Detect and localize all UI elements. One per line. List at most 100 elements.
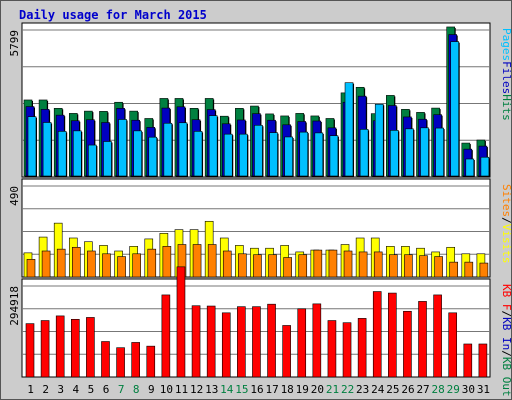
bar-pages-day-19: [299, 131, 309, 177]
bar-sites-day-26: [404, 254, 413, 278]
bar-kbf-day-10: [161, 294, 171, 378]
bar-pages-day-28: [435, 127, 444, 177]
bar-pages-day-11: [178, 122, 188, 177]
bar-kbf-day-21: [327, 320, 337, 378]
bar-sites-day-13: [207, 244, 217, 278]
bar-kbf-day-23: [357, 318, 367, 378]
bar-kbf-day-25: [388, 292, 397, 378]
day-label-21: 21: [326, 383, 339, 396]
bar-kbf-day-7: [116, 347, 125, 378]
day-label-4: 4: [73, 383, 80, 396]
bar-sites-day-24: [373, 251, 383, 278]
bar-sites-day-2: [41, 250, 51, 278]
bar-sites-day-20: [313, 249, 323, 278]
day-label-2: 2: [42, 383, 49, 396]
bar-pages-day-31: [480, 156, 490, 177]
bar-sites-day-29: [449, 261, 459, 278]
day-label-28: 28: [432, 383, 445, 396]
bar-sites-day-8: [132, 253, 141, 278]
day-label-24: 24: [371, 383, 385, 396]
bar-kbf-day-14: [221, 312, 231, 378]
day-label-25: 25: [386, 383, 399, 396]
legend-visits-sites: Sites/Visits: [500, 184, 512, 264]
bar-kbf-day-6: [101, 341, 110, 378]
day-label-20: 20: [311, 383, 324, 396]
bar-pages-day-20: [314, 132, 324, 177]
bar-pages-day-23: [359, 129, 369, 177]
day-label-31: 31: [477, 383, 490, 396]
bar-sites-day-14: [222, 250, 232, 278]
day-label-14: 14: [220, 383, 234, 396]
bar-kbf-day-18: [282, 325, 291, 378]
bar-pages-day-10: [163, 122, 173, 177]
bar-sites-day-5: [87, 250, 96, 278]
bar-kbf-day-29: [448, 312, 458, 378]
legend-entry: KB In: [500, 317, 512, 350]
bar-kbf-day-30: [463, 343, 473, 378]
legend-hits-files-pages: PagesFilesHits: [500, 28, 512, 121]
bar-pages-day-29: [450, 41, 460, 177]
bar-sites-day-16: [253, 254, 262, 278]
day-label-15: 15: [235, 383, 248, 396]
bar-kbf-day-11: [176, 266, 186, 378]
day-label-19: 19: [296, 383, 309, 396]
bar-pages-day-18: [284, 136, 293, 177]
bar-pages-day-25: [390, 130, 399, 177]
bar-pages-day-2: [42, 122, 52, 177]
bar-sites-day-17: [268, 254, 277, 278]
bar-pages-day-27: [420, 127, 429, 177]
bar-sites-day-21: [328, 249, 338, 278]
bar-sites-day-28: [434, 256, 443, 278]
bar-pages-day-15: [239, 133, 248, 177]
legend-entry: Hits: [500, 94, 512, 121]
bar-pages-day-3: [57, 131, 67, 177]
bar-kbf-day-12: [191, 305, 201, 378]
day-label-1: 1: [27, 383, 34, 396]
bar-pages-day-4: [72, 130, 82, 177]
legend-entry: KB Out: [500, 357, 512, 397]
bar-sites-day-4: [71, 246, 81, 278]
bar-kbf-day-26: [403, 310, 412, 378]
bar-sites-day-31: [479, 262, 489, 278]
bar-kbf-day-8: [131, 342, 140, 378]
day-label-12: 12: [190, 383, 203, 396]
bar-sites-day-18: [283, 257, 292, 278]
bar-pages-day-30: [465, 158, 475, 177]
bar-kbf-day-1: [25, 323, 35, 378]
bar-kbf-day-13: [206, 305, 216, 378]
day-label-27: 27: [416, 383, 429, 396]
day-label-29: 29: [447, 383, 460, 396]
bar-pages-day-6: [103, 141, 112, 177]
bar-pages-day-17: [269, 132, 278, 177]
bar-pages-day-16: [254, 124, 263, 177]
day-label-3: 3: [57, 383, 64, 396]
day-label-18: 18: [281, 383, 294, 396]
day-label-16: 16: [250, 383, 263, 396]
legend-entry: /: [500, 217, 512, 224]
bar-pages-day-12: [193, 131, 203, 177]
bar-sites-day-6: [102, 253, 111, 278]
day-label-5: 5: [88, 383, 95, 396]
bar-kbf-day-16: [252, 306, 261, 378]
bar-kbf-day-15: [237, 306, 246, 378]
y-tick-label: 490: [8, 186, 21, 206]
legend-entry: KB F: [500, 284, 512, 311]
legend-entry: Sites: [500, 184, 512, 217]
bar-sites-day-1: [26, 259, 36, 278]
bar-sites-day-19: [298, 254, 308, 278]
bar-pages-day-5: [88, 144, 97, 177]
bar-kbf-day-4: [70, 318, 80, 378]
day-label-23: 23: [356, 383, 369, 396]
bar-pages-day-24: [374, 103, 384, 177]
y-tick-label: 5799: [8, 30, 21, 57]
bar-pages-day-21: [329, 135, 339, 177]
legend-entry: /: [500, 311, 512, 318]
bar-pages-day-22: [344, 82, 354, 177]
bar-pages-day-26: [405, 128, 414, 177]
bar-sites-day-25: [389, 254, 398, 278]
bar-sites-day-22: [343, 250, 353, 278]
y-tick-label: 294918: [8, 286, 21, 326]
day-label-11: 11: [175, 383, 188, 396]
day-label-30: 30: [462, 383, 475, 396]
